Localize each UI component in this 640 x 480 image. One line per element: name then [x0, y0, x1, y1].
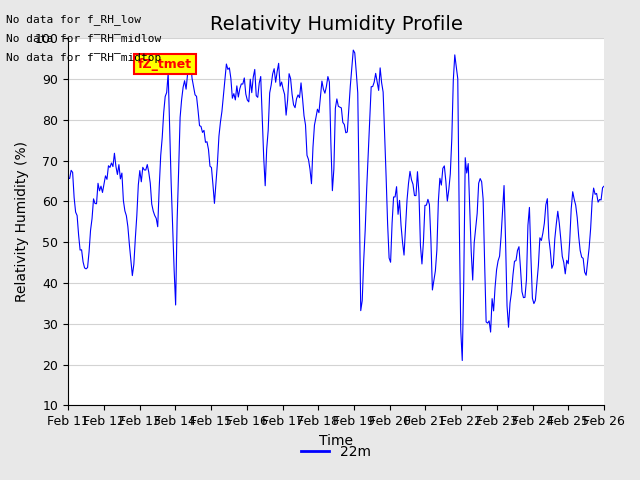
22m — [242, 91, 250, 97]
22m — [299, 96, 307, 101]
Text: No data for f_RH_low: No data for f_RH_low — [6, 14, 141, 25]
22m — [573, 215, 581, 220]
22m — [458, 358, 466, 363]
Line: 22m: 22m — [68, 50, 604, 360]
X-axis label: Time: Time — [319, 434, 353, 448]
22m — [224, 67, 232, 72]
Text: No data for f̅RH̅midtop: No data for f̅RH̅midtop — [6, 53, 162, 63]
22m — [349, 47, 357, 53]
Y-axis label: Relativity Humidity (%): Relativity Humidity (%) — [15, 142, 29, 302]
Text: fZ_tmet: fZ_tmet — [138, 58, 192, 71]
22m — [130, 262, 138, 267]
Title: Relativity Humidity Profile: Relativity Humidity Profile — [210, 15, 463, 34]
Legend: 22m: 22m — [296, 439, 376, 465]
22m — [251, 67, 259, 72]
Text: No data for f̅RH̅midlow: No data for f̅RH̅midlow — [6, 34, 162, 44]
22m — [600, 183, 608, 189]
22m — [64, 175, 72, 181]
